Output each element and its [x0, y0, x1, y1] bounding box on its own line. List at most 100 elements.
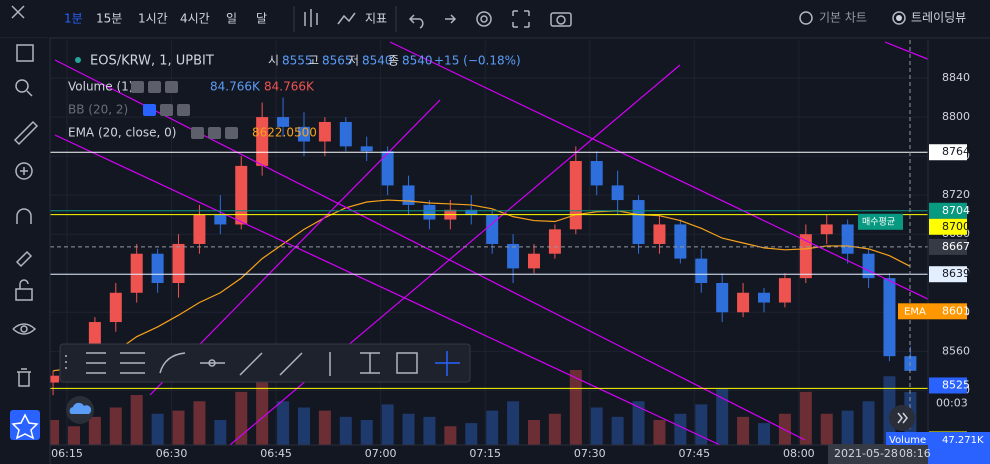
- top-toolbar: [0, 0, 990, 38]
- candle-body: [235, 165, 248, 225]
- legend-button[interactable]: [208, 127, 221, 139]
- time-axis: [50, 445, 928, 464]
- legend-button[interactable]: [177, 104, 190, 116]
- candle-body: [297, 126, 310, 142]
- last-time: 08:16: [899, 447, 931, 460]
- candle-body: [590, 161, 603, 186]
- candle-body: [758, 292, 770, 303]
- x-tick-label: 07:15: [469, 447, 501, 460]
- legend-button[interactable]: [160, 104, 173, 116]
- candle-body: [465, 209, 478, 215]
- legend-button[interactable]: [148, 81, 161, 93]
- candle-body: [527, 253, 540, 269]
- indicators-button[interactable]: 지표: [365, 12, 387, 26]
- y-tick-label: 8800: [942, 110, 970, 123]
- x-tick-label: 06:30: [156, 447, 188, 460]
- volume-axis-label: Volume: [889, 435, 926, 446]
- candle-body: [130, 253, 143, 293]
- candle-body: [214, 214, 227, 225]
- price-label-box: [929, 303, 967, 320]
- interval-button[interactable]: 15분: [96, 12, 122, 26]
- left-toolbar: [0, 38, 50, 464]
- volume-bar: [799, 391, 812, 445]
- trend-lines: [54, 41, 928, 445]
- x-tick-label: 07:00: [365, 447, 397, 460]
- candle-body: [507, 243, 520, 269]
- volume-bar: [256, 376, 269, 445]
- ohlc-open-label: 시: [268, 54, 279, 68]
- last-date: 2021-05-28: [834, 447, 898, 460]
- buy-avg: 매수평균: [862, 216, 895, 227]
- candle-body: [611, 185, 624, 201]
- tradingview-option[interactable]: 트레이딩뷰: [911, 11, 966, 25]
- candle-body: [883, 278, 896, 357]
- interval-button[interactable]: 1시간: [138, 12, 168, 26]
- volume-bar: [548, 413, 561, 445]
- price-label: 8525: [942, 378, 970, 391]
- candle-body: [548, 229, 561, 254]
- interval-button[interactable]: 달: [256, 12, 267, 26]
- countdown: 00:03: [936, 396, 968, 409]
- price-label-box: [929, 377, 967, 394]
- price-label: 8764: [942, 145, 970, 158]
- candle-body: [360, 146, 373, 152]
- ohlc-high-label: 고: [308, 54, 319, 68]
- drawing-tools[interactable]: [12, 44, 39, 387]
- y-tick-label: 8840: [942, 71, 970, 84]
- floating-tools[interactable]: [65, 351, 460, 376]
- volume-bar: [632, 401, 645, 445]
- volume-bar: [360, 420, 373, 445]
- ema-value: 8622.0500: [252, 126, 317, 140]
- volume-bar: [486, 410, 499, 445]
- price-label-box: [929, 238, 967, 255]
- symbol: EOS/KRW, 1, UPBIT: [90, 54, 214, 69]
- favorites-button[interactable]: [10, 410, 40, 440]
- volume-bar: [423, 416, 436, 445]
- x-tick-label: 07:45: [678, 447, 710, 460]
- interval-button[interactable]: 1분: [64, 12, 83, 26]
- basic-chart-option[interactable]: 기본 차트: [819, 11, 867, 25]
- ema-tag: EMA: [904, 306, 926, 317]
- volume-bar: [109, 407, 122, 445]
- volume-legend: Volume (1): [68, 80, 133, 94]
- ema-legend: EMA (20, close, 0): [68, 126, 176, 140]
- price-label: 8704: [942, 204, 970, 217]
- volume-bar: [235, 391, 248, 445]
- volume-bar: [50, 420, 60, 445]
- legend-button[interactable]: [131, 81, 144, 93]
- candle-body: [339, 121, 352, 147]
- volume-bar: [737, 416, 750, 445]
- candle-body: [737, 292, 750, 313]
- volume-bar: [277, 401, 290, 445]
- ohlc-high: 8565: [322, 54, 353, 68]
- volume-bar: [151, 413, 164, 445]
- interval-button[interactable]: 4시간: [180, 12, 210, 26]
- buy-avg-box: [858, 213, 903, 230]
- volume-bar: [716, 388, 729, 445]
- volume-bar: [862, 401, 875, 445]
- legend-button[interactable]: [191, 127, 204, 139]
- interval-button[interactable]: 일: [226, 12, 237, 26]
- legend-button[interactable]: [225, 127, 238, 139]
- legend-button[interactable]: [143, 104, 156, 116]
- volume-bar: [402, 413, 415, 445]
- bb-legend: BB (20, 2): [68, 103, 128, 117]
- volume-bar: [214, 420, 227, 445]
- volume-bar: [507, 401, 520, 445]
- volume-bar: [297, 407, 310, 445]
- toolbar-icons[interactable]: [11, 5, 906, 32]
- y-tick-label: 8720: [942, 188, 970, 201]
- volume-bar: [172, 410, 185, 445]
- candle-body: [486, 214, 499, 244]
- legend-button[interactable]: [165, 81, 178, 93]
- candle-body: [172, 243, 185, 283]
- status-dot: [75, 57, 81, 63]
- ohlc-close: 8540: [402, 54, 433, 68]
- volume-bar: [820, 413, 833, 445]
- volume-bar: [569, 370, 582, 445]
- ohlc-low-label: 저: [348, 54, 359, 68]
- ohlc-open: 8555: [282, 54, 313, 68]
- price-label-box: [929, 202, 967, 219]
- volume-bar: [695, 404, 708, 445]
